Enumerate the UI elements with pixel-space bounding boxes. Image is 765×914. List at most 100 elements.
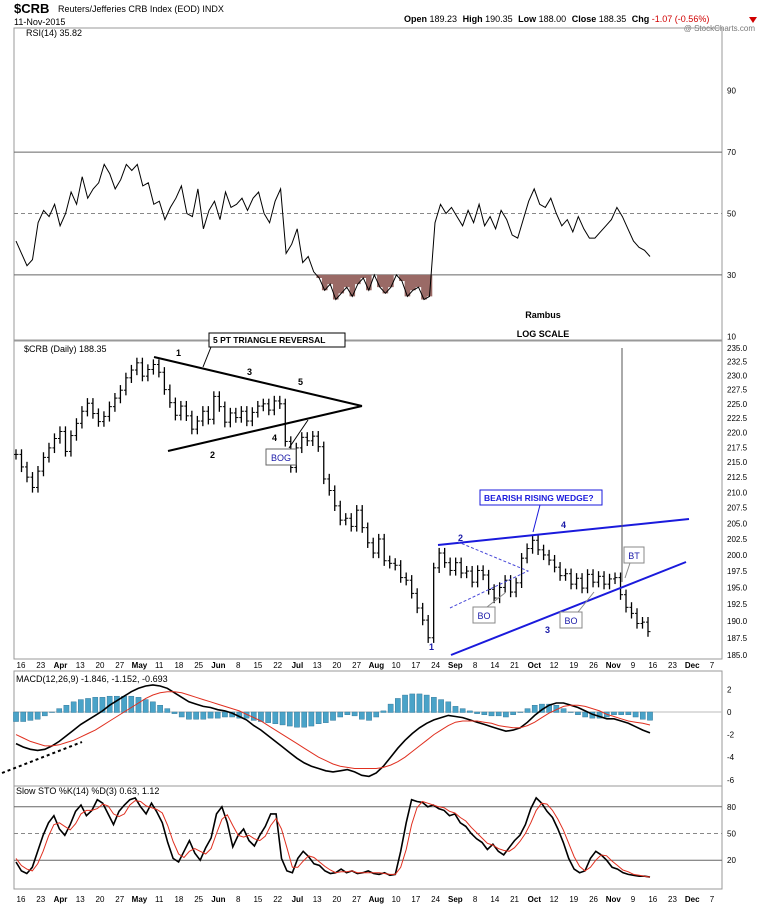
x-axis-label: 25	[194, 661, 203, 670]
dashed-trend-line	[1, 741, 83, 774]
bo1-callout	[486, 592, 506, 608]
macd-hist-bar	[560, 708, 567, 713]
triangle-pt-4: 4	[272, 433, 277, 443]
bt-callout	[624, 562, 631, 579]
pattern-annotations: Rambus LOG SCALE 5 PT TRIANGLE REVERSAL …	[1, 310, 690, 774]
macd-hist-bar	[459, 708, 466, 713]
price-bar	[338, 500, 343, 526]
price-bar	[349, 513, 354, 532]
price-bar	[283, 398, 288, 447]
macd-hist-bar	[20, 711, 27, 722]
macd-hist-bar	[92, 697, 99, 713]
price-bar	[35, 466, 41, 493]
x-axis-label: 27	[115, 661, 124, 670]
macd-hist-bar	[315, 711, 322, 725]
macd-hist-bar	[395, 698, 401, 713]
x-axis-label: Apr	[54, 661, 68, 670]
x-axis-label-bottom: Apr	[54, 895, 68, 904]
price-bar	[250, 407, 255, 427]
price-bar	[151, 359, 156, 375]
price-y-tick: 200.0	[727, 551, 748, 560]
bog-box	[265, 448, 297, 466]
price-y-tick: 197.5	[727, 567, 748, 576]
price-bar	[118, 385, 123, 404]
x-axis-label: Jun	[211, 661, 225, 670]
x-axis-label-bottom: 16	[17, 895, 26, 904]
x-axis-label-bottom: 9	[631, 895, 636, 904]
price-bar	[134, 357, 140, 376]
x-axis-label-bottom: Aug	[369, 895, 385, 904]
price-bar	[90, 398, 96, 419]
bo2-box	[559, 611, 583, 629]
macd-hist-bar	[279, 711, 286, 726]
x-axis-label: 15	[253, 661, 262, 670]
x-axis-label: 23	[668, 661, 677, 670]
macd-hist-bar	[121, 695, 127, 713]
price-bar	[448, 557, 453, 576]
macd-signal-line	[15, 691, 651, 769]
price-bar	[387, 555, 393, 569]
macd-hist-bar	[250, 711, 257, 721]
x-axis-label-bottom: 20	[332, 895, 341, 904]
sto-panel-frame	[13, 785, 723, 890]
rsi-y-tick: 10	[727, 332, 736, 341]
price-bar	[607, 573, 613, 590]
price-y-tick: 235.0	[727, 344, 748, 353]
low-label: Low	[518, 14, 537, 24]
macd-hist-bar	[13, 711, 19, 722]
macd-hist-bar	[618, 711, 624, 715]
price-bar	[431, 562, 437, 643]
price-y-tick: 217.5	[727, 443, 748, 452]
bog-label: BOG	[271, 453, 291, 463]
x-axis-label-bottom: 27	[115, 895, 124, 904]
x-axis-label: Dec	[685, 661, 700, 670]
price-bar	[206, 406, 211, 425]
triangle-lower-line	[167, 405, 363, 452]
price-bar	[19, 449, 24, 473]
price-bar	[310, 431, 316, 446]
macd-hist-bar	[431, 697, 437, 713]
price-bar	[68, 430, 74, 457]
price-y-tick: 230.0	[727, 372, 748, 381]
price-bar	[492, 584, 497, 604]
x-axis-label-bottom: 20	[96, 895, 105, 904]
x-axis-label-bottom: 23	[668, 895, 677, 904]
price-bar	[30, 472, 35, 493]
price-bar	[624, 589, 629, 613]
price-bar	[222, 401, 228, 428]
price-bar	[327, 473, 332, 496]
price-bar	[85, 398, 90, 417]
macd-hist-bar	[438, 699, 444, 713]
macd-hist-bar	[286, 711, 293, 727]
rsi-title: RSI(14) 35.82	[26, 28, 82, 38]
sto-y-tick: 50	[727, 830, 736, 839]
x-axis-label: Nov	[606, 661, 622, 670]
price-bar	[503, 575, 508, 593]
price-bar	[255, 400, 261, 418]
price-y-tick: 190.0	[727, 617, 748, 626]
triangle-pt-1: 1	[176, 348, 181, 358]
macd-line	[15, 684, 651, 778]
x-axis-label: 12	[550, 661, 559, 670]
macd-hist-bar	[186, 711, 192, 720]
rsi-line	[15, 163, 651, 301]
price-bar	[459, 557, 464, 579]
price-bar	[481, 565, 486, 581]
macd-hist-bar	[193, 711, 199, 720]
macd-hist-bar	[409, 693, 416, 713]
x-axis-label-bottom: 8	[236, 895, 241, 904]
bo1-box	[472, 606, 496, 624]
x-axis-label-bottom: Jul	[292, 895, 304, 904]
price-bar	[321, 441, 327, 485]
index-fullname: Reuters/Jefferies CRB Index (EOD)	[58, 4, 200, 14]
price-bar	[46, 442, 52, 463]
wedge-label: BEARISH RISING WEDGE?	[484, 493, 594, 503]
x-axis-label-bottom: Nov	[606, 895, 622, 904]
macd-title: MACD(12,26,9) -1.846, -1.152, -0.693	[16, 674, 168, 684]
x-axis-label-bottom: 15	[253, 895, 262, 904]
price-bar	[563, 568, 569, 581]
macd-hist-bar	[611, 711, 617, 715]
price-bar	[613, 572, 618, 585]
macd-hist-bar	[510, 711, 516, 715]
